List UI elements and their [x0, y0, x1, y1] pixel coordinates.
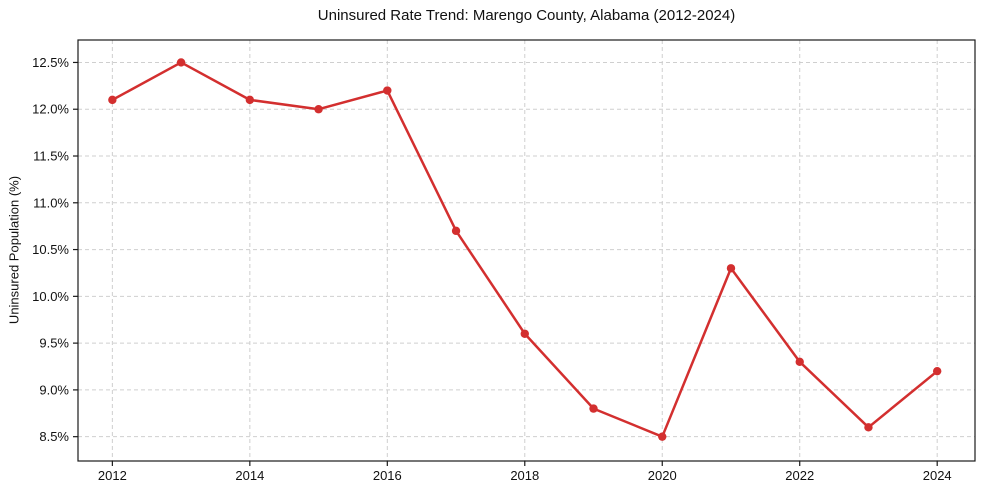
data-point-2021: [726, 264, 736, 273]
data-point-2020: [658, 432, 667, 441]
data-point-2024: [932, 366, 942, 376]
y-tick-label: 10.5%: [32, 242, 69, 257]
data-point-2014: [245, 95, 255, 105]
data-point-2019: [589, 404, 598, 413]
data-point-2015: [314, 105, 323, 114]
x-tick-label: 2016: [373, 468, 402, 483]
x-tick-label: 2020: [648, 468, 677, 483]
x-tick-label: 2012: [98, 468, 127, 483]
data-point-2012: [108, 95, 117, 105]
data-point-2018: [520, 329, 529, 338]
data-point-2017: [451, 226, 461, 236]
x-tick-label: 2014: [235, 468, 264, 483]
axes-border: [77, 39, 976, 462]
data-point-2022: [795, 357, 804, 367]
y-tick-label: 11.5%: [33, 149, 69, 164]
y-tick-label: 12.0%: [32, 102, 69, 117]
x-tick-label: 2024: [923, 468, 952, 483]
data-point-2013: [176, 58, 186, 67]
y-tick-label: 9.0%: [39, 382, 69, 397]
chart-title: Uninsured Rate Trend: Marengo County, Al…: [317, 7, 736, 24]
y-tick-label: 10.0%: [32, 289, 69, 304]
y-tick-label: 11.0%: [33, 195, 69, 210]
x-tick-label: 2022: [785, 468, 814, 483]
y-tick-label: 12.5%: [32, 55, 69, 70]
y-tick-label: 8.5%: [39, 429, 69, 444]
x-tick-label: 2018: [510, 468, 539, 483]
data-point-2016: [383, 86, 392, 95]
data-point-2023: [864, 423, 873, 432]
y-tick-label: 9.5%: [39, 336, 69, 351]
